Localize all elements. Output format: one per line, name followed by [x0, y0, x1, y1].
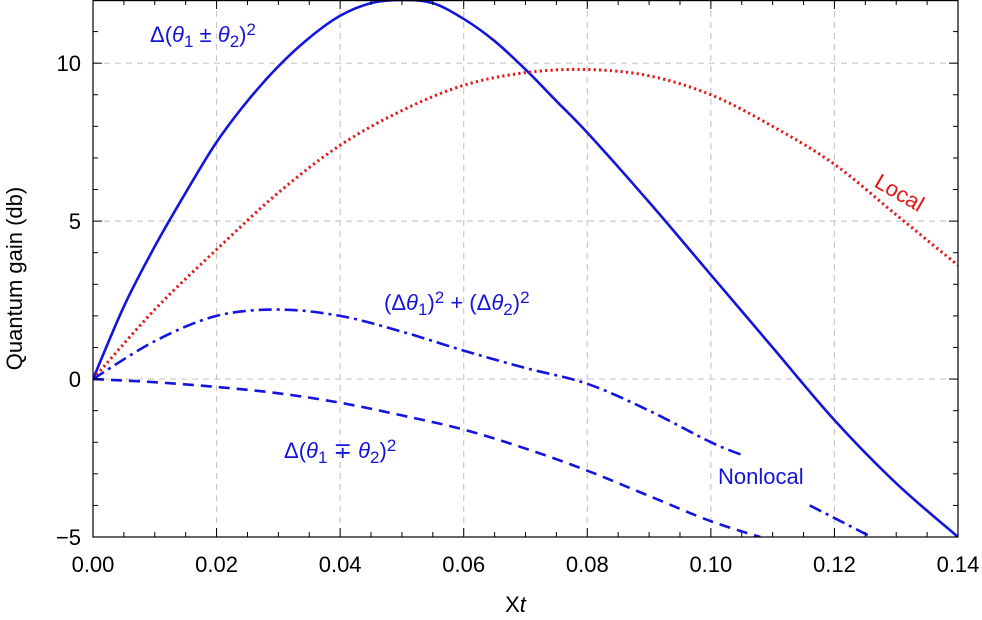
series-line-1: [93, 67, 958, 381]
x-tick-label: 0.00: [72, 552, 115, 577]
y-tick-label: 0: [69, 367, 81, 392]
ticks: [92, 0, 959, 538]
annotation-local: Local: [871, 169, 929, 217]
grid: [93, 0, 958, 537]
series-line-3: [93, 377, 761, 537]
tick-labels: 0.00 0.02 0.04 0.06 0.08 0.10 0.12 0.14 −5 0 5 10: [56, 51, 980, 577]
y-tick-label: 5: [69, 209, 81, 234]
y-tick-label: −5: [56, 525, 81, 550]
y-tick-label: 10: [57, 51, 81, 76]
x-tick-label: 0.06: [442, 552, 485, 577]
annotation-minus-plus: Δ(θ1 ∓ θ2)2: [284, 436, 396, 467]
series-line-4: [809, 504, 873, 537]
series-line-0: [93, 0, 958, 537]
x-tick-label: 0.02: [195, 552, 238, 577]
annotation-plus-minus: Δ(θ1 ± θ2)2: [150, 20, 256, 51]
x-tick-label: 0.04: [319, 552, 362, 577]
y-axis-label: Quantum gain (db): [2, 187, 27, 370]
x-axis-label: Xt: [505, 592, 527, 617]
x-tick-label: 0.12: [813, 552, 856, 577]
x-tick-label: 0.14: [937, 552, 980, 577]
annotation-sum-of-variances: (Δθ1)2 + (Δθ2)2: [384, 288, 530, 319]
x-tick-label: 0.10: [689, 552, 732, 577]
x-tick-label: 0.08: [566, 552, 609, 577]
plot-frame: [92, 0, 959, 538]
series-group: [93, 0, 958, 537]
annotation-nonlocal: Nonlocal: [718, 464, 804, 489]
series-line-2: [93, 308, 743, 457]
